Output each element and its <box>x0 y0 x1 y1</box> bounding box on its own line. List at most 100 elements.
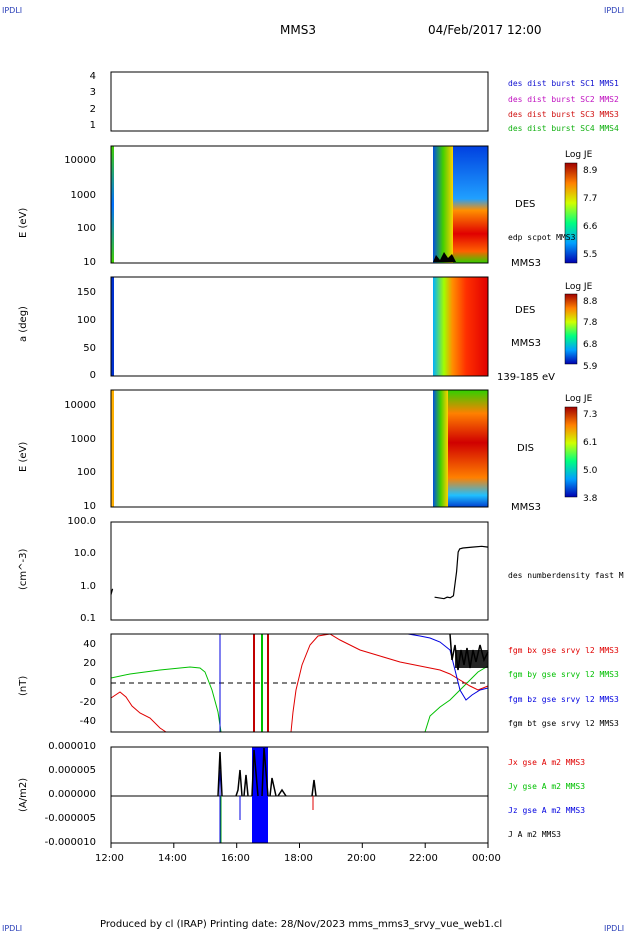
dis-energy-sc-label: MMS3 <box>511 502 541 513</box>
dis-energy-panel <box>110 389 578 508</box>
legend-bt: fgm bt gse srvy l2 MMS3 <box>508 719 619 728</box>
des-energy-colorbar <box>564 162 578 264</box>
corner-label-bottom-right: IPDLI <box>604 924 625 933</box>
current-ytick-0: 0.000010 <box>48 741 96 752</box>
legend-jy: Jy gse A m2 MMS3 <box>508 782 586 791</box>
corner-label-top-left: IPDLI <box>2 6 23 15</box>
density-trace <box>434 545 489 600</box>
burst-ytick-4: 4 <box>89 71 96 82</box>
burst-panel-frame <box>110 71 489 132</box>
current-ytick-3: -0.000005 <box>44 813 96 824</box>
des-energy-ytick-10: 10 <box>83 257 96 268</box>
legend-burst-mms2: des dist burst SC2 MMS2 <box>508 95 619 104</box>
des-pitch-start-strip <box>111 277 114 376</box>
des-pitch-ytick-0: 0 <box>89 370 96 381</box>
dis-energy-transition-region <box>433 390 448 507</box>
legend-burst-mms4: des dist burst SC4 MMS4 <box>508 124 619 133</box>
spacecraft-title: MMS3 <box>280 23 316 37</box>
dis-energy-ylabel: E (eV) <box>18 441 29 472</box>
dis-energy-ytick-10000: 10000 <box>64 400 96 411</box>
legend-j: J A m2 MMS3 <box>508 830 561 839</box>
des-energy-colorbar-title: Log JE <box>565 150 593 160</box>
current-panel <box>110 746 489 844</box>
density-series <box>110 545 489 600</box>
dis-energy-colorbar <box>564 406 578 498</box>
des-energy-ytick-10000: 10000 <box>64 155 96 166</box>
dis-energy-start-strip <box>111 390 114 507</box>
des-energy-cbar-tick-1: 7.7 <box>583 194 598 204</box>
bfield-ytick-neg40: -40 <box>79 716 96 727</box>
bfield-ytick-40: 40 <box>83 639 96 650</box>
density-ytick-1: 1.0 <box>80 581 96 592</box>
legend-bz: fgm bz gse srvy l2 MMS3 <box>508 695 619 704</box>
density-ytick-0.1: 0.1 <box>80 613 96 624</box>
corner-label-bottom-left: IPDLI <box>2 924 23 933</box>
bfield-ytick-neg20: -20 <box>79 697 96 708</box>
xtick-2200: 22:00 <box>409 853 438 864</box>
xtick-2000: 20:00 <box>347 853 376 864</box>
des-energy-ytick-100: 100 <box>76 223 96 234</box>
xtick-1400: 14:00 <box>158 853 187 864</box>
des-pitch-colorbar-title: Log JE <box>565 282 593 292</box>
des-energy-panel <box>110 145 578 264</box>
bt-trace <box>449 633 489 671</box>
dis-energy-ytick-1000: 1000 <box>70 434 96 445</box>
bfield-ytick-0: 0 <box>89 677 96 688</box>
legend-bx: fgm bx gse srvy l2 MMS3 <box>508 646 619 655</box>
dis-energy-ytick-10: 10 <box>83 501 96 512</box>
des-energy-cbar-tick-2: 6.6 <box>583 222 598 232</box>
dis-energy-cbar-tick-2: 5.0 <box>583 466 598 476</box>
dis-energy-cbar-tick-0: 7.3 <box>583 410 598 420</box>
des-energy-transition-region <box>433 146 453 263</box>
bfield-ytick-20: 20 <box>83 658 96 669</box>
burst-ytick-1: 1 <box>89 120 96 131</box>
footer-credit: Produced by cl (IRAP) Printing date: 28/… <box>100 919 503 930</box>
bt-dense-region <box>455 650 488 668</box>
des-energy-ylabel: E (eV) <box>18 207 29 238</box>
density-ytick-10: 10.0 <box>73 548 96 559</box>
datetime-title: 04/Feb/2017 12:00 <box>428 23 542 37</box>
density-panel-frame <box>110 521 489 621</box>
dis-energy-cbar-tick-1: 6.1 <box>583 438 598 448</box>
scpot-trace <box>433 252 456 262</box>
des-pitch-cbar-tick-1: 7.8 <box>583 318 598 328</box>
des-pitch-ytick-100: 100 <box>76 315 96 326</box>
x-axis-ticks <box>110 843 489 848</box>
legend-burst-mms3: des dist burst SC3 MMS3 <box>508 110 619 119</box>
bfield-panel <box>110 633 489 733</box>
des-pitch-colorbar <box>564 293 578 365</box>
xtick-1200: 12:00 <box>95 853 124 864</box>
density-trace-start <box>110 588 114 595</box>
des-energy-active-region <box>453 146 488 263</box>
des-pitch-ylabel: a (deg) <box>18 306 29 342</box>
bz-trace <box>407 633 489 701</box>
dis-energy-colorbar-title: Log JE <box>565 394 593 404</box>
bfield-ylabel: (nT) <box>18 675 29 696</box>
des-pitch-sc-label: MMS3 <box>511 338 541 349</box>
xtick-1800: 18:00 <box>284 853 313 864</box>
des-energy-start-strip <box>111 146 114 263</box>
des-pitch-ytick-50: 50 <box>83 343 96 354</box>
xtick-1600: 16:00 <box>221 853 250 864</box>
des-energy-side-label: DES <box>515 199 536 210</box>
dis-energy-ytick-100: 100 <box>76 467 96 478</box>
j-trace <box>217 747 317 797</box>
dis-energy-active-region <box>448 390 488 507</box>
corner-label-top-right: IPDLI <box>604 6 625 15</box>
by-trace <box>110 665 489 733</box>
legend-jx: Jx gse A m2 MMS3 <box>508 758 586 767</box>
des-pitch-cbar-tick-2: 6.8 <box>583 340 598 350</box>
density-ylabel: (cm^-3) <box>18 548 29 590</box>
des-pitch-ytick-150: 150 <box>76 287 96 298</box>
des-energy-sc-label: MMS3 <box>511 258 541 269</box>
des-energy-cbar-tick-3: 5.5 <box>583 250 598 260</box>
legend-density: des numberdensity fast M <box>508 571 624 580</box>
burst-ytick-2: 2 <box>89 104 96 115</box>
des-energy-ytick-1000: 1000 <box>70 190 96 201</box>
des-pitch-cbar-tick-3: 5.9 <box>583 362 598 372</box>
legend-by: fgm by gse srvy l2 MMS3 <box>508 670 619 679</box>
des-pitch-energy-range: 139-185 eV <box>497 372 555 383</box>
xtick-0000: 00:00 <box>472 853 501 864</box>
des-pitch-active-region <box>433 277 488 376</box>
current-ytick-4: -0.000010 <box>44 837 96 848</box>
